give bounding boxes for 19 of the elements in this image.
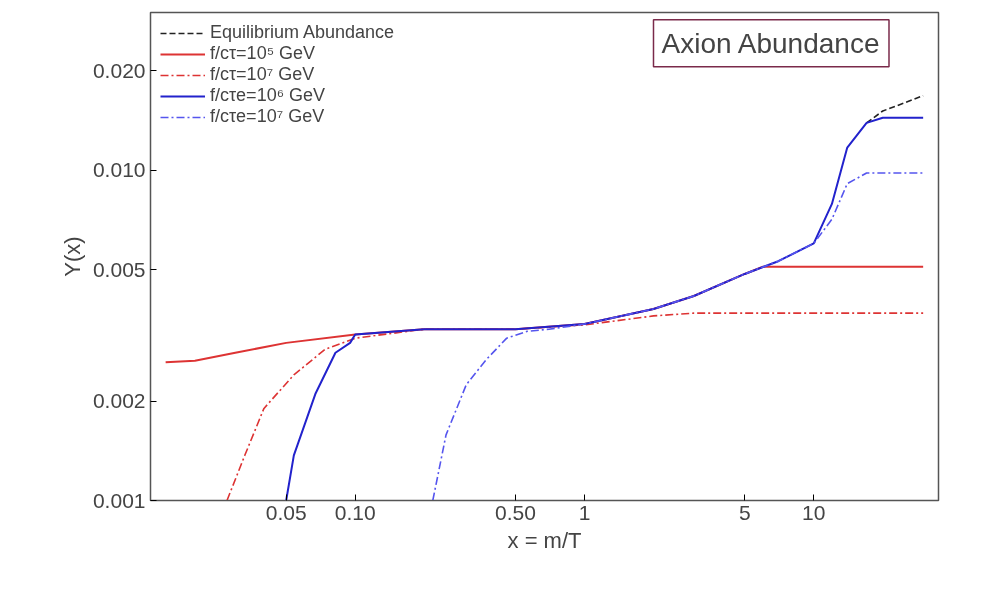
x-tick-label: 10 — [802, 500, 826, 524]
x-axis-title: x = m/T — [507, 527, 582, 553]
y-tick-label: 0.002 — [92, 389, 146, 413]
legend-label: f/cτe=10⁶ GeV — [210, 85, 326, 106]
legend-label: f/cτe=10⁷ GeV — [210, 106, 325, 127]
x-tick-label: 5 — [738, 500, 751, 524]
x-tick-label: 1 — [578, 500, 591, 524]
x-tick-label: 0.10 — [334, 500, 376, 524]
x-tick-label: 0.05 — [265, 500, 307, 524]
text: Axion Abundance — [661, 27, 880, 59]
legend-label: f/cτ=10⁵ GeV — [210, 43, 316, 64]
y-tick-label: 0.020 — [92, 58, 146, 82]
y-tick-label: 0.005 — [92, 257, 146, 281]
y-axis-title: Y(x) — [59, 236, 85, 277]
y-tick-label: 0.001 — [92, 488, 146, 512]
legend-label: f/cτ=10⁷ GeV — [210, 64, 315, 85]
x-tick-label: 0.50 — [495, 500, 536, 524]
legend-label: Equilibrium Abundance — [210, 22, 395, 43]
y-tick-label: 0.010 — [92, 158, 146, 182]
